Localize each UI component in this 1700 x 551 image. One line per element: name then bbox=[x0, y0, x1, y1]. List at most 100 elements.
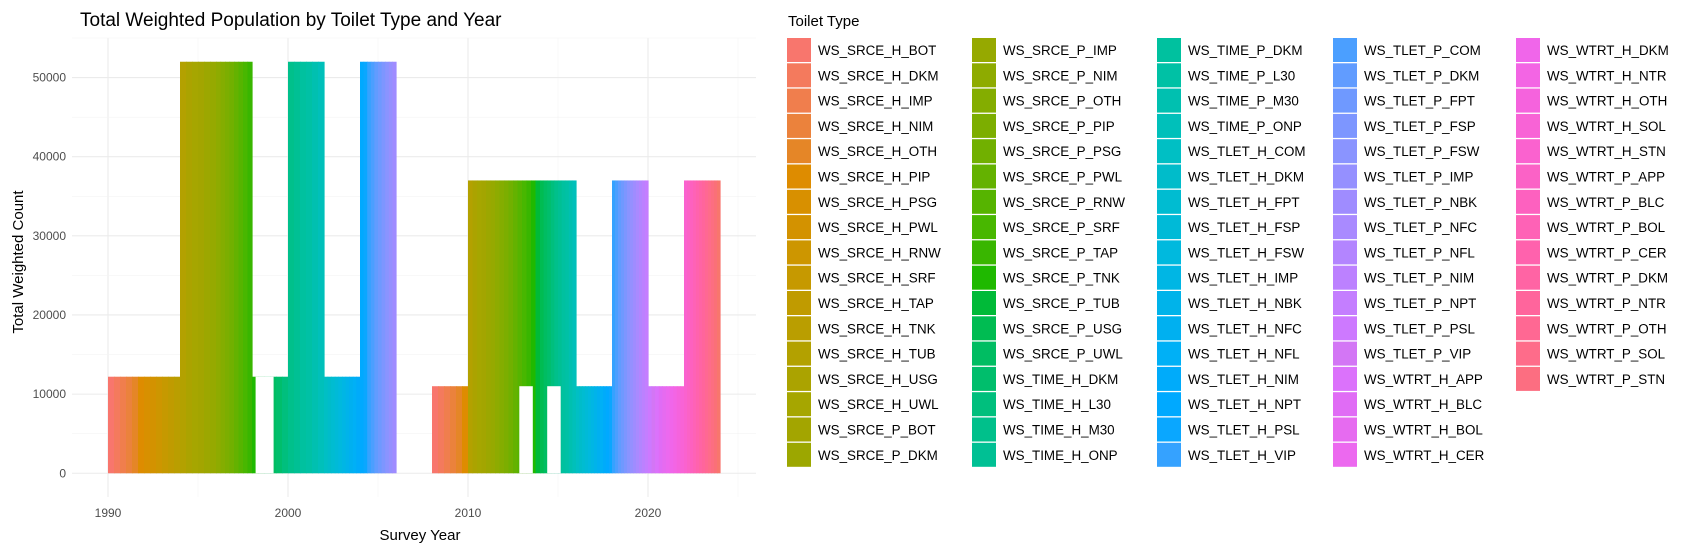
legend-label: WS_TLET_P_VIP bbox=[1364, 347, 1471, 362]
bar-segment bbox=[618, 180, 622, 474]
x-tick-label: 2010 bbox=[455, 506, 482, 520]
legend-item: WS_SRCE_H_BOT bbox=[787, 38, 936, 62]
legend-label: WS_TLET_P_FSP bbox=[1364, 119, 1476, 134]
bar-segment bbox=[535, 180, 541, 474]
legend-item: WS_TLET_P_PSL bbox=[1333, 316, 1475, 341]
bar-segment bbox=[680, 386, 685, 474]
bar-gap bbox=[547, 386, 561, 474]
bar-segment bbox=[486, 180, 492, 474]
legend-label: WS_SRCE_H_TUB bbox=[818, 347, 936, 362]
legend-item: WS_WTRT_P_DKM bbox=[1516, 265, 1668, 290]
bar-segment bbox=[168, 376, 175, 474]
legend-key bbox=[787, 265, 811, 290]
legend-label: WS_WTRT_H_CER bbox=[1364, 448, 1485, 463]
bar-segment bbox=[717, 180, 721, 474]
bar-segment bbox=[306, 61, 313, 474]
bar-segment bbox=[356, 376, 361, 474]
legend-item: WS_WTRT_P_SOL bbox=[1516, 341, 1665, 366]
legend-item: WS_WTRT_H_BOL bbox=[1333, 417, 1483, 442]
legend-key bbox=[1157, 139, 1181, 164]
legend-item: WS_TLET_H_VIP bbox=[1157, 442, 1296, 467]
legend-key bbox=[1516, 341, 1540, 366]
legend-key bbox=[1516, 164, 1540, 189]
bar-segment bbox=[345, 376, 350, 474]
legend-item: WS_TLET_H_FPT bbox=[1157, 189, 1300, 214]
legend-key bbox=[787, 189, 811, 214]
legend-item: WS_TIME_H_DKM bbox=[972, 366, 1118, 391]
legend-item: WS_SRCE_H_TUB bbox=[787, 341, 936, 366]
legend-key bbox=[1157, 442, 1181, 467]
legend-item: WS_SRCE_H_UWL bbox=[787, 392, 939, 417]
legend-item: WS_SRCE_H_DKM bbox=[787, 63, 939, 88]
legend-item: WS_TLET_H_NFC bbox=[1157, 316, 1302, 341]
legend-item: WS_SRCE_P_OTH bbox=[972, 88, 1121, 113]
y-tick-label: 50000 bbox=[33, 71, 67, 85]
legend-label: WS_WTRT_H_STN bbox=[1547, 144, 1666, 159]
legend-item: WS_SRCE_H_IMP bbox=[787, 88, 933, 113]
legend-item: WS_WTRT_H_CER bbox=[1333, 442, 1485, 467]
legend-key bbox=[972, 139, 996, 164]
legend-label: WS_SRCE_H_PSG bbox=[818, 195, 937, 210]
legend-label: WS_TLET_H_NFL bbox=[1188, 347, 1300, 362]
legend-item: WS_TLET_H_DKM bbox=[1157, 164, 1304, 189]
x-tick-label: 1990 bbox=[95, 506, 122, 520]
bar-gap bbox=[519, 386, 533, 474]
bar-segment bbox=[288, 61, 295, 474]
bar-segment bbox=[477, 180, 483, 474]
legend-label: WS_TLET_H_FSW bbox=[1188, 245, 1304, 260]
legend-label: WS_SRCE_P_PSG bbox=[1003, 144, 1121, 159]
bar-segment bbox=[367, 61, 372, 474]
legend-label: WS_WTRT_P_NTR bbox=[1547, 296, 1666, 311]
legend-label: WS_TLET_P_NFL bbox=[1364, 245, 1475, 260]
bar-segment bbox=[658, 386, 663, 474]
legend-item: WS_TLET_P_NFC bbox=[1333, 215, 1477, 240]
legend-item: WS_SRCE_P_BOT bbox=[787, 417, 936, 442]
legend-item: WS_TLET_H_NBK bbox=[1157, 291, 1302, 315]
bar-segment bbox=[600, 386, 604, 474]
bar-segment bbox=[370, 61, 375, 474]
legend-label: WS_SRCE_H_IMP bbox=[818, 94, 933, 109]
legend-key bbox=[1157, 189, 1181, 214]
bar-segment bbox=[138, 376, 145, 474]
legend-label: WS_SRCE_P_NIM bbox=[1003, 68, 1118, 83]
bar-segment bbox=[472, 180, 478, 474]
legend-key bbox=[1516, 88, 1540, 113]
bar-segment bbox=[210, 61, 217, 474]
legend-key bbox=[972, 113, 996, 138]
bar-segment bbox=[252, 376, 259, 474]
bar-segment bbox=[192, 61, 199, 474]
legend-key bbox=[787, 341, 811, 366]
legend-key bbox=[972, 316, 996, 341]
legend-item: WS_SRCE_H_NIM bbox=[787, 113, 933, 138]
bar-segment bbox=[150, 376, 157, 474]
bar-segment bbox=[594, 386, 598, 474]
legend-label: WS_WTRT_P_OTH bbox=[1547, 321, 1667, 336]
bar-segment bbox=[352, 376, 357, 474]
legend-label: WS_WTRT_P_BLC bbox=[1547, 195, 1665, 210]
legend-title: Toilet Type bbox=[788, 13, 859, 30]
legend-key bbox=[787, 240, 811, 265]
bar-segment bbox=[531, 180, 537, 474]
legend-item: WS_WTRT_H_APP bbox=[1333, 366, 1483, 391]
bar-segment bbox=[331, 376, 336, 474]
bar-segment bbox=[432, 386, 439, 474]
legend-item: WS_WTRT_P_BLC bbox=[1516, 189, 1665, 214]
legend-key bbox=[787, 442, 811, 467]
legend-label: WS_WTRT_H_BOL bbox=[1364, 423, 1483, 438]
bar-segment bbox=[673, 386, 678, 474]
bar-segment bbox=[558, 180, 563, 474]
legend-label: WS_WTRT_H_DKM bbox=[1547, 43, 1669, 58]
legend-key bbox=[972, 417, 996, 442]
legend-key bbox=[1333, 63, 1357, 88]
legend-item: WS_TIME_H_M30 bbox=[972, 417, 1115, 442]
bar-segment bbox=[651, 386, 656, 474]
bars bbox=[108, 61, 721, 474]
bar-segment bbox=[615, 180, 619, 474]
legend-item: WS_WTRT_P_CER bbox=[1516, 240, 1667, 265]
bar-segment bbox=[508, 180, 514, 474]
legend-key bbox=[972, 215, 996, 240]
bar-segment bbox=[636, 180, 640, 474]
bar-segment bbox=[324, 376, 329, 474]
bar-segment bbox=[392, 61, 397, 474]
legend-item: WS_SRCE_H_TAP bbox=[787, 291, 934, 315]
